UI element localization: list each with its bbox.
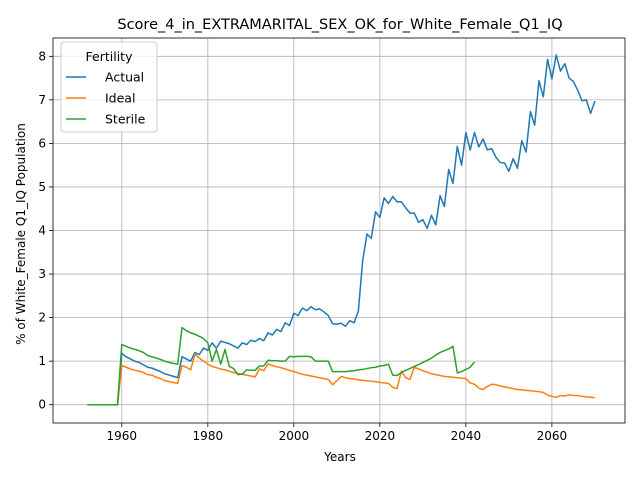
y-axis-ticks: 0 1 2 3 4 5 6 7 8	[38, 49, 53, 412]
y-tick-label: 6	[38, 136, 46, 150]
series-line-actual	[87, 54, 596, 406]
x-tick-label: 2000	[279, 429, 310, 443]
x-tick-label: 2020	[365, 429, 396, 443]
y-tick-label: 7	[38, 93, 46, 107]
series-lines	[87, 54, 596, 406]
series-line-sterile	[87, 326, 476, 406]
x-tick-label: 1980	[193, 429, 224, 443]
legend-title: Fertility	[86, 49, 134, 64]
legend: Fertility Actual Ideal Sterile	[60, 41, 158, 133]
legend-entry-ideal: Ideal	[105, 91, 135, 106]
x-axis-label: Years	[323, 450, 356, 464]
chart-title: Score_4_in_EXTRAMARITAL_SEX_OK_for_White…	[117, 17, 562, 33]
x-axis-ticks: 1960 1980 2000 2020 2040 2060	[107, 423, 568, 443]
y-tick-label: 2	[38, 311, 46, 325]
grid-lines	[53, 38, 625, 423]
x-tick-label: 2060	[537, 429, 568, 443]
legend-entry-sterile: Sterile	[105, 112, 146, 127]
y-tick-label: 8	[38, 49, 46, 63]
series-line-ideal	[87, 353, 595, 406]
y-tick-label: 5	[38, 180, 46, 194]
y-axis-label: % of White_Female Q1_IQ Population	[14, 123, 28, 345]
x-tick-label: 2040	[451, 429, 482, 443]
legend-entry-actual: Actual	[105, 70, 144, 85]
y-tick-label: 1	[38, 354, 46, 368]
y-tick-label: 0	[38, 398, 46, 412]
y-tick-label: 4	[38, 224, 46, 238]
x-tick-label: 1960	[107, 429, 138, 443]
y-tick-label: 3	[38, 267, 46, 281]
legend-box	[60, 41, 158, 133]
